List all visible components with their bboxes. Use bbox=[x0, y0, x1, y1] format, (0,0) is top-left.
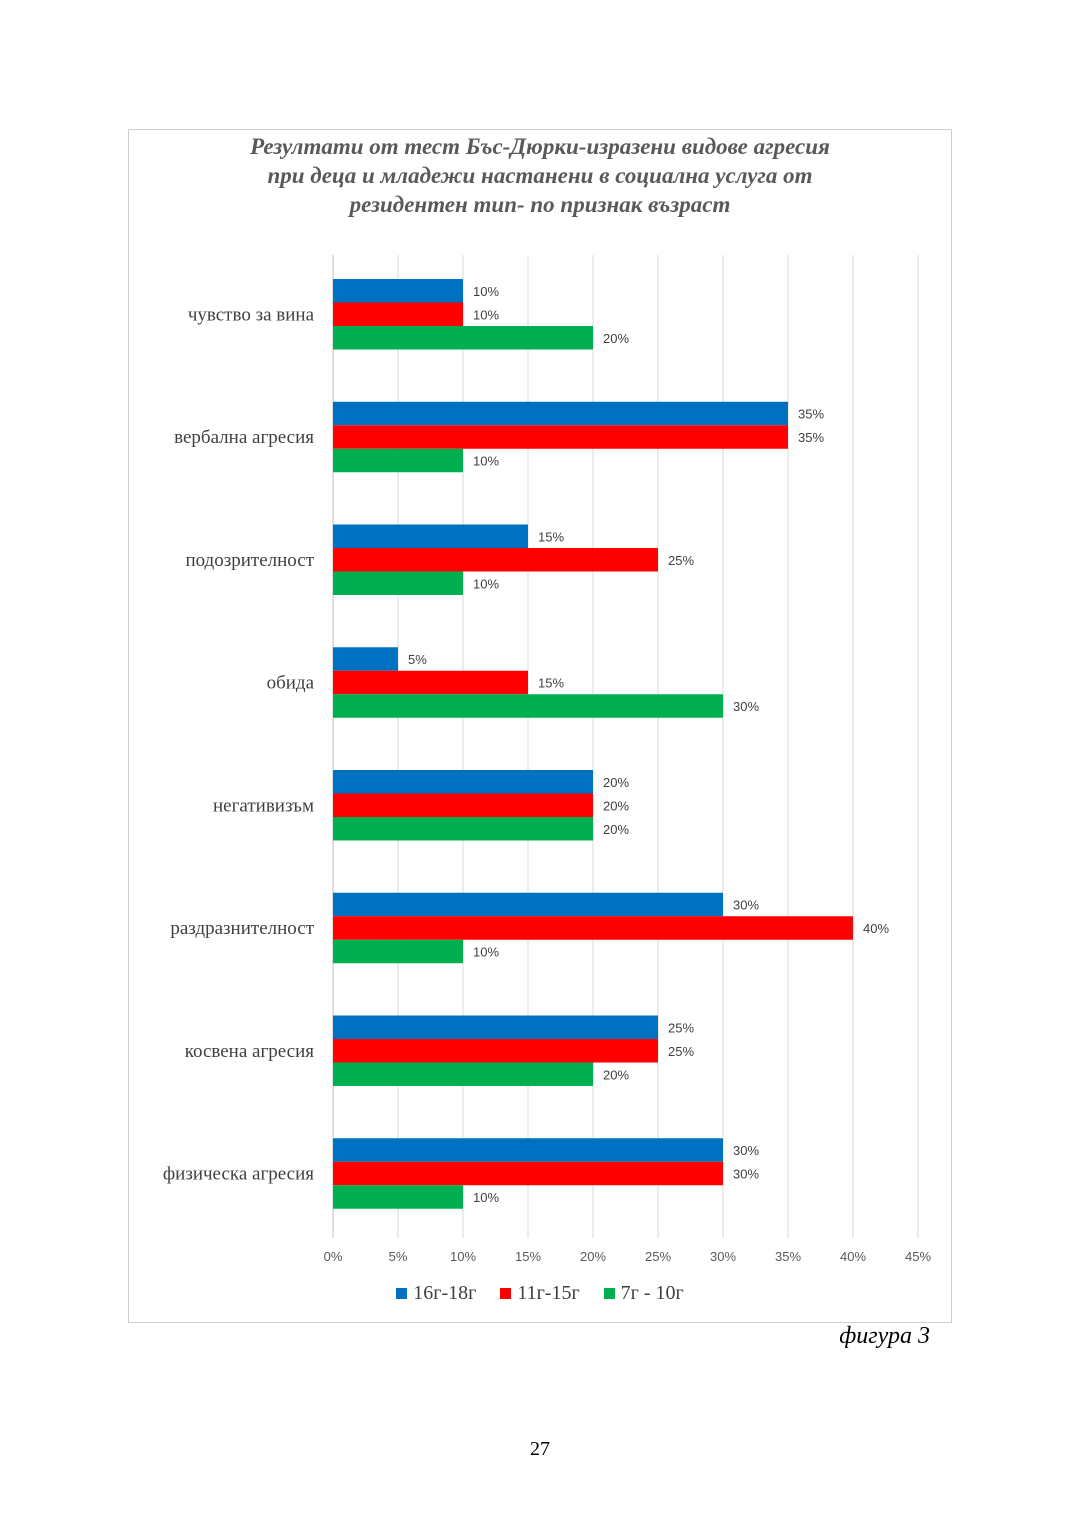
data-label: 10% bbox=[473, 307, 499, 322]
bar bbox=[333, 524, 528, 548]
bar bbox=[333, 670, 528, 695]
category-label: косвена агресия bbox=[185, 1041, 315, 1062]
x-tick-label: 30% bbox=[710, 1249, 736, 1264]
category-label: негативизъм bbox=[213, 795, 314, 816]
category-label: вербална агресия bbox=[174, 427, 314, 448]
bar bbox=[333, 939, 463, 964]
legend-item: 7г - 10г bbox=[603, 1282, 684, 1305]
data-label: 30% bbox=[733, 699, 759, 714]
bar bbox=[333, 279, 463, 303]
bar bbox=[333, 817, 593, 841]
x-tick-label: 10% bbox=[450, 1249, 476, 1264]
bar bbox=[333, 448, 463, 473]
bar bbox=[333, 1062, 593, 1086]
chart-title-line: резидентен тип- по признак възраст bbox=[349, 192, 731, 217]
legend-swatch-green bbox=[603, 1288, 615, 1299]
data-label: 35% bbox=[798, 407, 824, 422]
legend-label: 16г-18г bbox=[413, 1282, 477, 1304]
chart-title-line: Резултати от тест Бъс-Дюрки-изразени вид… bbox=[250, 134, 830, 159]
data-label: 25% bbox=[668, 1020, 694, 1035]
bar bbox=[333, 916, 853, 940]
category-label: чувство за вина bbox=[188, 304, 315, 325]
legend: 16г-18г 11г-15г 7г - 10г bbox=[128, 1282, 952, 1305]
data-label: 10% bbox=[473, 454, 499, 469]
bar bbox=[333, 326, 593, 350]
x-tick-label: 25% bbox=[645, 1249, 671, 1264]
data-label: 20% bbox=[603, 798, 629, 813]
data-label: 10% bbox=[473, 1190, 499, 1205]
data-label: 20% bbox=[603, 331, 629, 346]
bar bbox=[333, 1015, 658, 1039]
data-label: 20% bbox=[603, 822, 629, 837]
data-label: 15% bbox=[538, 529, 564, 544]
bar bbox=[333, 425, 788, 449]
data-label: 5% bbox=[408, 652, 427, 667]
bar bbox=[333, 1161, 723, 1186]
legend-swatch-blue bbox=[396, 1288, 408, 1299]
chart-title-line: при деца и младежи настанени в социална … bbox=[267, 163, 813, 188]
page-number: 27 bbox=[530, 1438, 550, 1460]
data-label: 25% bbox=[668, 553, 694, 568]
chart-title: Резултати от тест Бъс-Дюрки-изразени вид… bbox=[160, 132, 920, 219]
data-label: 10% bbox=[473, 576, 499, 591]
legend-swatch-red bbox=[500, 1288, 512, 1299]
data-label: 20% bbox=[603, 1067, 629, 1082]
bar bbox=[333, 401, 788, 426]
data-label: 30% bbox=[733, 898, 759, 913]
data-label: 30% bbox=[733, 1167, 759, 1182]
bar bbox=[333, 1138, 723, 1162]
bar bbox=[333, 548, 658, 572]
x-tick-label: 35% bbox=[775, 1249, 801, 1264]
data-label: 40% bbox=[863, 921, 889, 936]
category-label: физическа агресия bbox=[163, 1164, 314, 1185]
bar bbox=[333, 793, 593, 817]
x-tick-label: 20% bbox=[580, 1249, 606, 1264]
figure-caption: фигура 3 bbox=[839, 1323, 930, 1349]
x-tick-label: 15% bbox=[515, 1249, 541, 1264]
data-label: 10% bbox=[473, 945, 499, 960]
bar bbox=[333, 770, 593, 794]
bar bbox=[333, 1185, 463, 1209]
bar bbox=[333, 892, 723, 917]
legend-label: 7г - 10г bbox=[620, 1282, 684, 1304]
x-tick-label: 0% bbox=[324, 1249, 343, 1264]
legend-item: 11г-15г bbox=[500, 1282, 580, 1305]
category-label: обида bbox=[267, 673, 315, 694]
bar bbox=[333, 694, 723, 718]
bar bbox=[333, 571, 463, 595]
data-label: 25% bbox=[668, 1044, 694, 1059]
data-label: 20% bbox=[603, 775, 629, 790]
legend-item: 16г-18г bbox=[396, 1282, 476, 1305]
data-label: 15% bbox=[538, 676, 564, 691]
x-tick-label: 5% bbox=[389, 1249, 408, 1264]
x-tick-label: 45% bbox=[905, 1249, 931, 1264]
bar bbox=[333, 1039, 658, 1063]
data-label: 35% bbox=[798, 430, 824, 445]
bar bbox=[333, 647, 398, 671]
category-label: раздразнителност bbox=[170, 918, 314, 939]
data-label: 30% bbox=[733, 1143, 759, 1158]
bar bbox=[333, 302, 463, 326]
data-label: 10% bbox=[473, 284, 499, 299]
x-tick-label: 40% bbox=[840, 1249, 866, 1264]
category-label: подозрителност bbox=[185, 550, 314, 571]
legend-label: 11г-15г bbox=[517, 1282, 580, 1304]
